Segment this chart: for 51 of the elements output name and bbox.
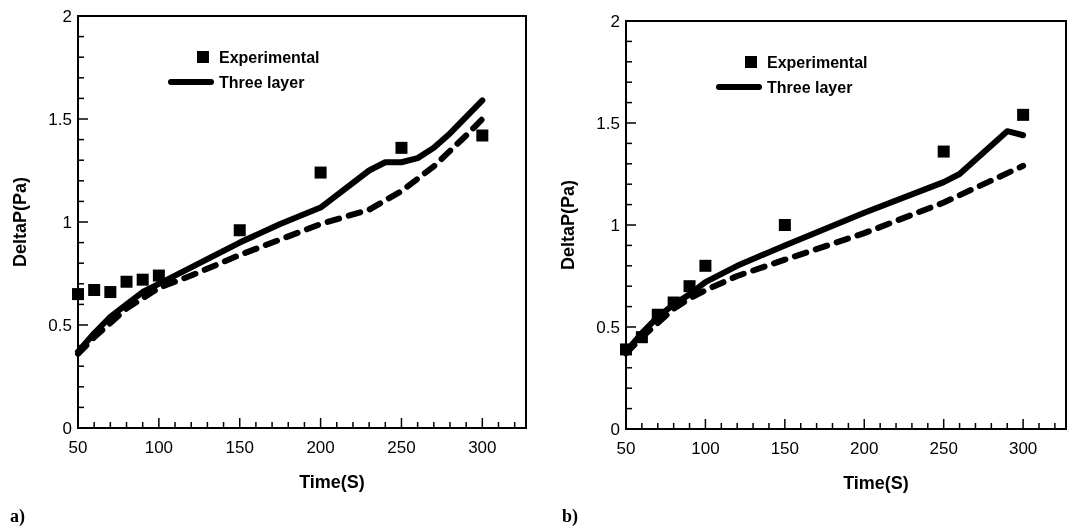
point [395, 141, 408, 154]
y-tick-label: 2 [62, 7, 72, 26]
y-axis-title: DeltaP(Pa) [558, 179, 578, 271]
point [937, 145, 950, 158]
x-tick-label: 300 [468, 438, 497, 457]
y-tick-label: 1.5 [48, 110, 72, 129]
x-tick-label: 100 [691, 439, 720, 458]
y-tick-label: 1.5 [596, 114, 620, 133]
text: b) [562, 506, 579, 527]
point [104, 286, 117, 299]
point [778, 219, 791, 231]
x-tick-label: 200 [850, 439, 879, 458]
point [635, 331, 648, 344]
x-tick-label: 200 [306, 438, 335, 457]
point [476, 129, 489, 142]
point [699, 259, 712, 272]
y-tick-label: 0.5 [596, 318, 620, 337]
legend-label: Experimental [767, 54, 868, 71]
point [683, 280, 696, 293]
y-tick-label: 0.5 [48, 316, 72, 335]
x-tick-label: 50 [68, 438, 88, 457]
legend-label: Three layer [767, 79, 853, 96]
x-tick-label: 300 [1008, 439, 1038, 458]
point [620, 343, 632, 356]
point [88, 283, 101, 296]
y-tick-label: 1 [610, 216, 620, 235]
x-tick-label: 100 [144, 438, 174, 457]
x-axis-title: Time(S) [299, 472, 365, 492]
legend-label: Three layer [219, 74, 305, 91]
text: a) [10, 506, 25, 527]
point [136, 273, 149, 286]
point [120, 275, 133, 288]
x-tick-label: 150 [225, 438, 254, 457]
y-tick-label: 1 [62, 213, 72, 232]
point [314, 166, 327, 179]
x-tick-label: 150 [770, 439, 800, 458]
point [667, 296, 680, 309]
x-tick-label: 250 [387, 438, 416, 457]
point [72, 288, 84, 301]
point [152, 269, 165, 282]
y-tick-label: 2 [610, 12, 620, 31]
point [233, 224, 246, 237]
x-tick-label: 50 [616, 439, 636, 458]
x-tick-label: 250 [929, 439, 958, 458]
x-axis-title: Time(S) [843, 473, 909, 493]
y-axis-title: DeltaP(Pa) [10, 176, 30, 268]
point [1017, 108, 1030, 121]
legend-label: Experimental [219, 49, 320, 66]
y-tick-label: 0 [610, 420, 620, 439]
point [651, 308, 664, 321]
y-tick-label: 0 [62, 419, 72, 438]
